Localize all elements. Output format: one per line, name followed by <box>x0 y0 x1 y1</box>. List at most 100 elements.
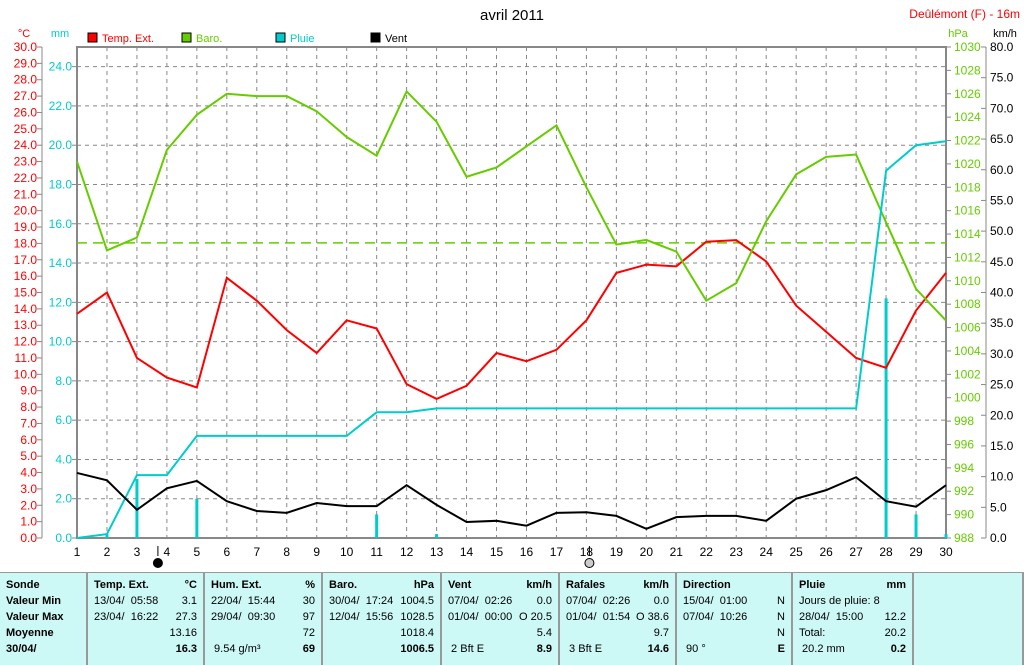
table-column: Vent km/h 07/04/ 02:26 0.0 01/04/ 00:00 O 20.… <box>442 573 560 665</box>
table-column <box>914 573 1024 665</box>
x-tick-label: 22 <box>700 545 714 559</box>
table-cell: 16.3 <box>175 643 197 655</box>
wind-tick-label: 60.0 <box>990 163 1014 177</box>
table-row: 15/04/ 01:00 N <box>683 593 785 609</box>
x-tick-label: 19 <box>610 545 624 559</box>
temp-unit-label: °C <box>18 28 30 40</box>
table-row: 12/04/ 15:56 1028.5 <box>329 609 434 625</box>
series-line-tempext <box>76 239 947 400</box>
table-row: Hum. Ext.% <box>211 577 315 593</box>
full-moon-icon <box>584 558 595 568</box>
x-tick-label: 27 <box>849 545 863 559</box>
x-tick-label: 20 <box>640 545 654 559</box>
x-tick-label: 30 <box>939 545 953 559</box>
table-column: Temp. Ext. °C 13/04/ 05:58 3.1 23/04/ 16:22 2… <box>88 573 205 665</box>
wind-tick-label: 15.0 <box>990 439 1014 453</box>
chart-title: avril 2011 <box>480 7 544 24</box>
temp-tick-label: 4.0 <box>20 466 37 480</box>
temp-tick-label: 29.0 <box>14 56 38 70</box>
temp-tick-label: 18.0 <box>14 236 38 250</box>
wind-tick-label: 75.0 <box>990 71 1014 85</box>
temp-tick-label: 22.0 <box>14 171 38 185</box>
table-cell: 69 <box>302 643 315 655</box>
baro-tick-label: 1022 <box>954 134 981 148</box>
table-cell: km/h <box>526 579 552 591</box>
temp-tick-label: 20.0 <box>14 204 38 218</box>
table-row: Total: 20.2 <box>799 625 906 641</box>
legend-label: Vent <box>385 33 407 45</box>
baro-tick-label: 1026 <box>954 87 981 101</box>
baro-tick-label: 996 <box>954 437 974 451</box>
x-tick-label: 13 <box>430 545 444 559</box>
temp-tick-label: 9.0 <box>20 384 37 398</box>
table-cell: 0.2 <box>890 643 906 655</box>
temp-tick-label: 17.0 <box>14 253 38 267</box>
legend-swatch-tempext <box>87 32 98 43</box>
x-tick-label: 8 <box>283 545 290 559</box>
table-row: 29/04/ 09:30 97 <box>211 609 315 625</box>
table-row: 2 Bft E 8.9 <box>448 641 552 657</box>
rain-tick-label: 12.0 <box>49 295 73 309</box>
table-column: Direction 15/04/ 01:00 N 07/04/ 10:26 N N 90 … <box>677 573 793 665</box>
table-row: 72 <box>211 625 315 641</box>
rain-tick-label: 18.0 <box>49 177 73 191</box>
baro-tick-label: 1004 <box>954 344 981 358</box>
temp-tick-label: 5.0 <box>20 449 37 463</box>
x-tick-label: 12 <box>400 545 414 559</box>
x-tick-label: 10 <box>340 545 354 559</box>
wind-unit-label: km/h <box>993 28 1017 40</box>
baro-tick-label: 1010 <box>954 274 981 288</box>
table-cell: Hum. Ext. <box>211 579 262 591</box>
table-cell: 9.54 g/m³ <box>211 643 261 655</box>
legend-label: Baro. <box>196 33 222 45</box>
rain-daily-bar <box>435 534 439 538</box>
table-cell: N <box>777 611 785 623</box>
temp-tick-label: 2.0 <box>20 498 37 512</box>
table-row: 5.4 <box>448 625 552 641</box>
table-cell: 97 <box>302 611 315 623</box>
table-row: 90 ° E <box>683 641 785 657</box>
wind-tick-label: 30.0 <box>990 347 1014 361</box>
rain-tick-label: 2.0 <box>55 492 72 506</box>
table-cell: 12.2 <box>884 611 906 623</box>
table-cell: 15/04/ 01:00 <box>683 595 748 607</box>
table-row: 23/04/ 16:22 27.3 <box>94 609 197 625</box>
table-row: Direction <box>683 577 785 593</box>
table-column: Sonde Valeur Min Valeur Max Moyenne 30/04/ <box>0 573 88 665</box>
x-tick-label: 2 <box>104 545 111 559</box>
wind-tick-label: 10.0 <box>990 470 1014 484</box>
temp-tick-label: 23.0 <box>14 155 38 169</box>
x-tick-label: 5 <box>194 545 201 559</box>
baro-unit-label: hPa <box>948 28 968 40</box>
baro-tick-label: 1028 <box>954 63 981 77</box>
wind-tick-label: 65.0 <box>990 132 1014 146</box>
table-row: 13/04/ 05:58 3.1 <box>94 593 197 609</box>
rain-tick-label: 10.0 <box>49 335 73 349</box>
table-cell: Moyenne <box>6 627 54 639</box>
temp-tick-label: 1.0 <box>20 515 37 529</box>
baro-tick-label: 1016 <box>954 204 981 218</box>
wind-tick-label: 80.0 <box>990 40 1014 54</box>
table-cell: 3.1 <box>181 595 197 607</box>
temp-tick-label: 11.0 <box>15 351 38 365</box>
table-cell: 13.16 <box>169 627 197 639</box>
baro-tick-label: 1008 <box>954 297 981 311</box>
table-cell: 12/04/ 15:56 <box>329 611 394 623</box>
wind-tick-label: 50.0 <box>990 224 1014 238</box>
table-row: 3 Bft E 14.6 <box>566 641 669 657</box>
table-row: 30/04/ <box>6 641 80 657</box>
table-cell: 2 Bft E <box>448 643 485 655</box>
table-cell: 3 Bft E <box>566 643 603 655</box>
table-row: Baro. hPa <box>329 577 434 593</box>
temp-tick-label: 7.0 <box>20 416 37 430</box>
table-cell: 14.6 <box>647 643 669 655</box>
table-cell: mm <box>886 579 906 591</box>
legend-label: Temp. Ext. <box>102 33 154 45</box>
table-cell: 72 <box>302 627 315 639</box>
rain-tick-label: 6.0 <box>55 413 72 427</box>
table-row: Sonde <box>6 577 80 593</box>
table-cell: O 20.5 <box>518 611 552 623</box>
series-line-baro <box>76 89 947 322</box>
rain-tick-label: 4.0 <box>55 452 72 466</box>
baro-tick-label: 1030 <box>954 40 981 54</box>
